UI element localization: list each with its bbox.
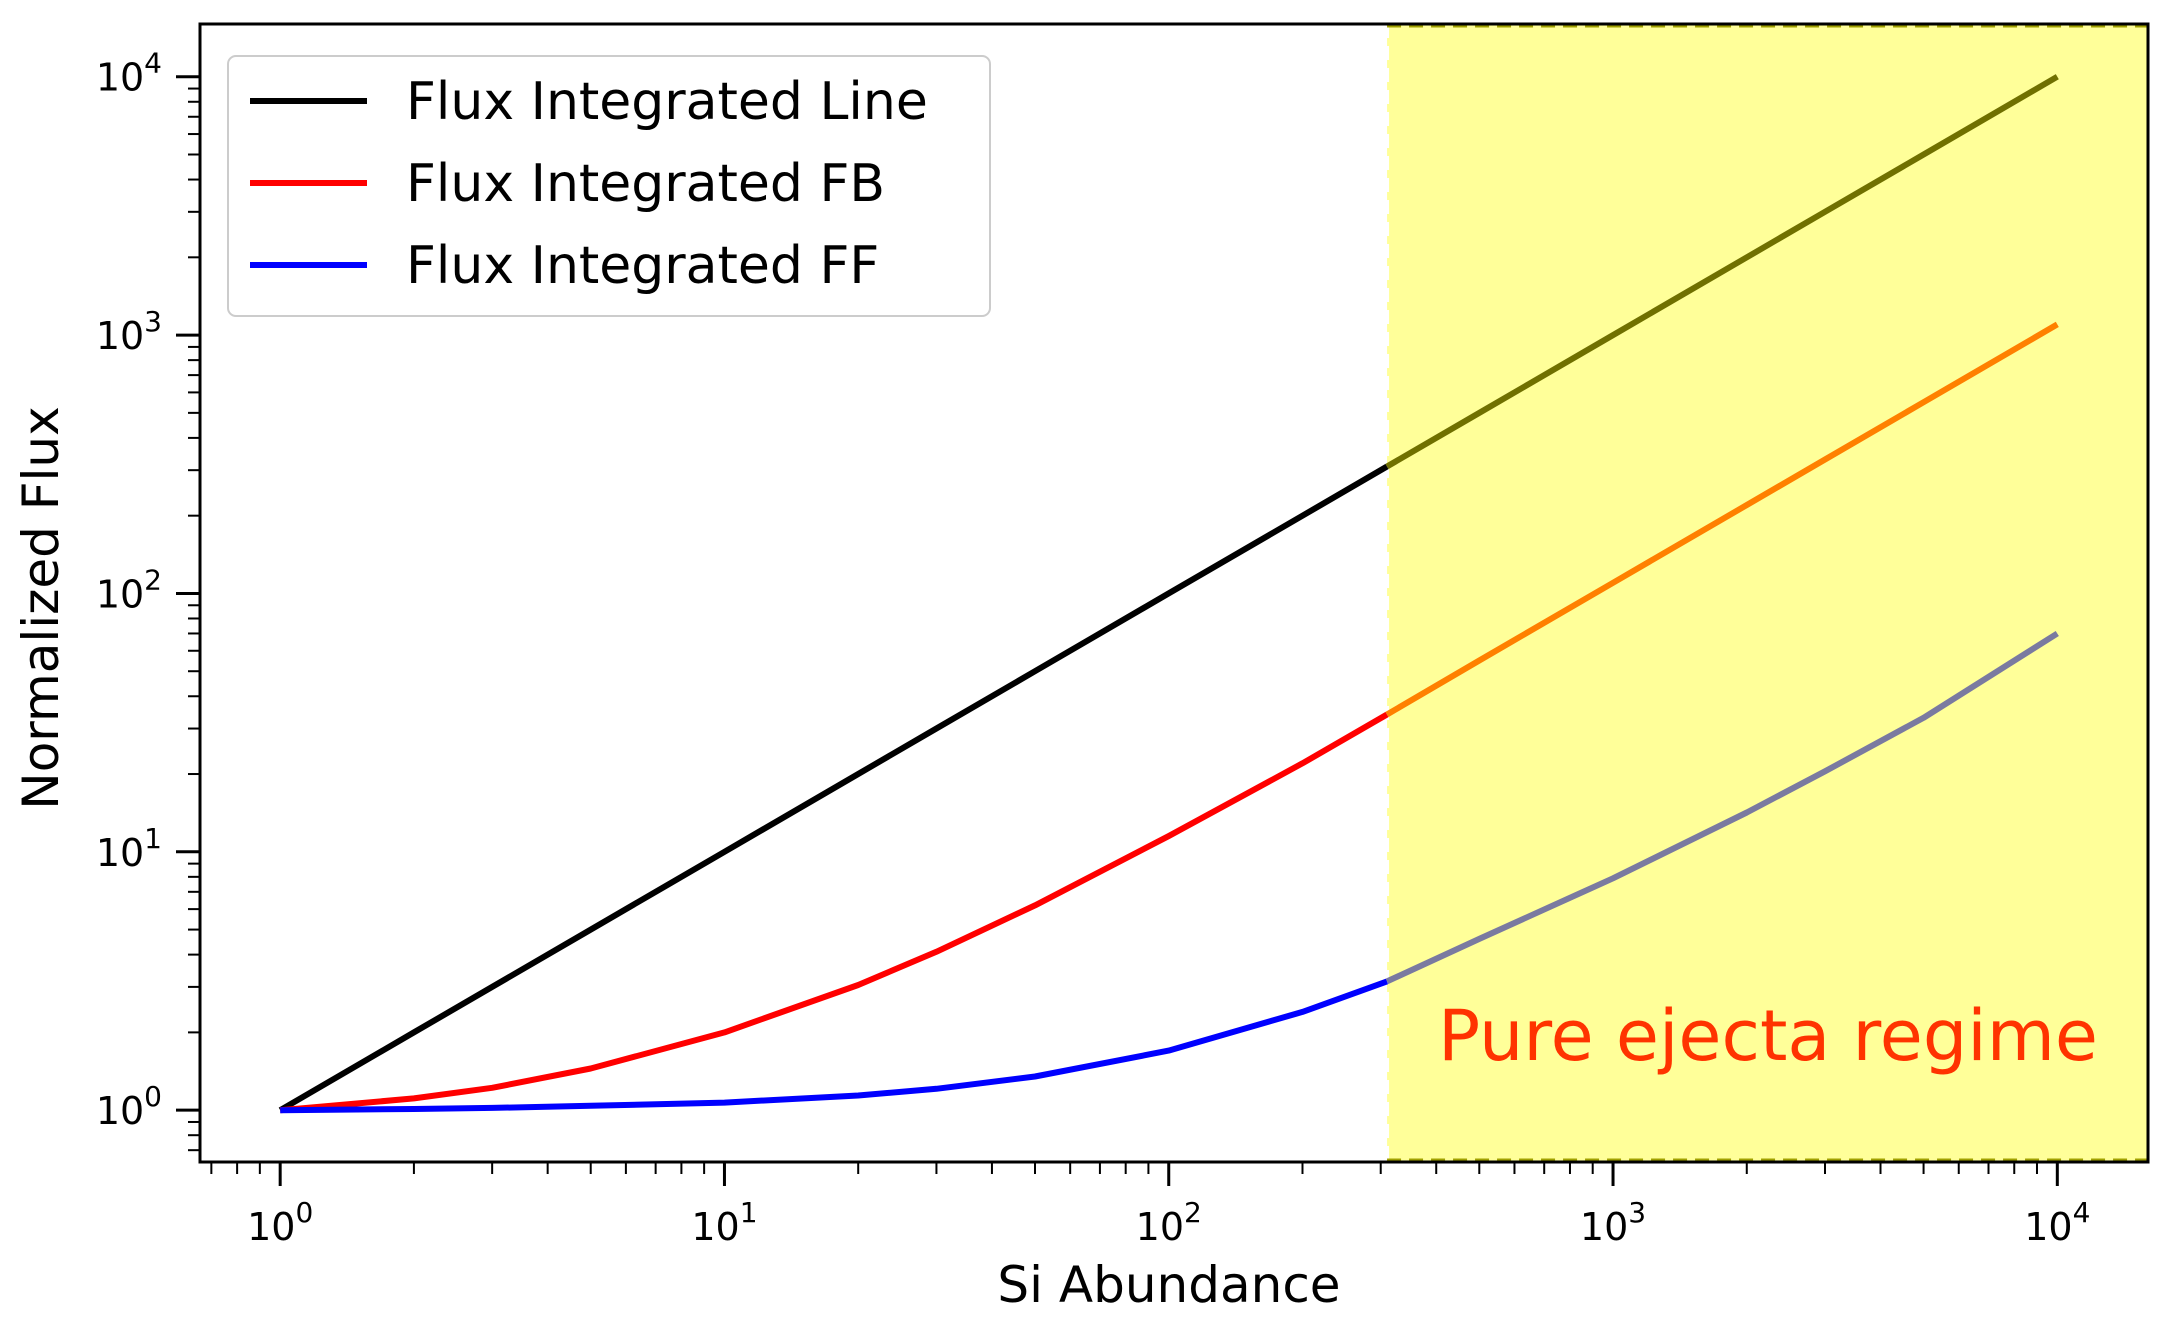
legend-label: Flux Integrated FB xyxy=(406,154,885,214)
series-line-3-shaded xyxy=(1385,630,2059,985)
y-tick-labels: 100 101 102 103 104 xyxy=(96,47,162,1133)
y-axis-label: Normalized Flux xyxy=(12,406,70,809)
x-tick-label: 103 xyxy=(1580,1196,1646,1249)
plot-frame xyxy=(198,22,2150,1164)
pure-ejecta-label: Pure ejecta regime xyxy=(1438,995,2098,1077)
series-line-2-shaded xyxy=(1385,321,2059,718)
series-lines xyxy=(278,74,2059,1114)
y-tick-label: 104 xyxy=(96,47,162,100)
x-tick-label: 100 xyxy=(247,1196,313,1249)
series-line-1 xyxy=(278,463,1389,1113)
major-ticks xyxy=(176,75,2059,1186)
x-axis-label: Si Abundance xyxy=(997,1256,1340,1314)
legend-box xyxy=(227,55,991,317)
legend-label: Flux Integrated FF xyxy=(406,236,879,296)
x-tick-label: 104 xyxy=(2024,1196,2090,1249)
y-tick-label: 103 xyxy=(96,305,162,358)
x-tick-label: 102 xyxy=(1136,1196,1202,1249)
minor-ticks xyxy=(188,87,2038,1174)
series-line-1-shaded xyxy=(1385,74,2059,470)
x-tick-label: 101 xyxy=(691,1196,757,1249)
legend-label: Flux Integrated Line xyxy=(406,72,928,132)
shaded-region xyxy=(1387,24,2148,1162)
series-line-3 xyxy=(280,978,1389,1114)
pure-ejecta-region xyxy=(1385,24,2148,1162)
y-tick-label: 102 xyxy=(96,563,162,616)
x-tick-labels: 100 101 102 103 104 xyxy=(247,1196,2090,1249)
series-line-2 xyxy=(279,711,1389,1114)
y-tick-label: 100 xyxy=(96,1080,162,1133)
y-tick-label: 101 xyxy=(96,822,162,875)
legend: Flux Integrated Line Flux Integrated FB Fl… xyxy=(227,55,991,317)
